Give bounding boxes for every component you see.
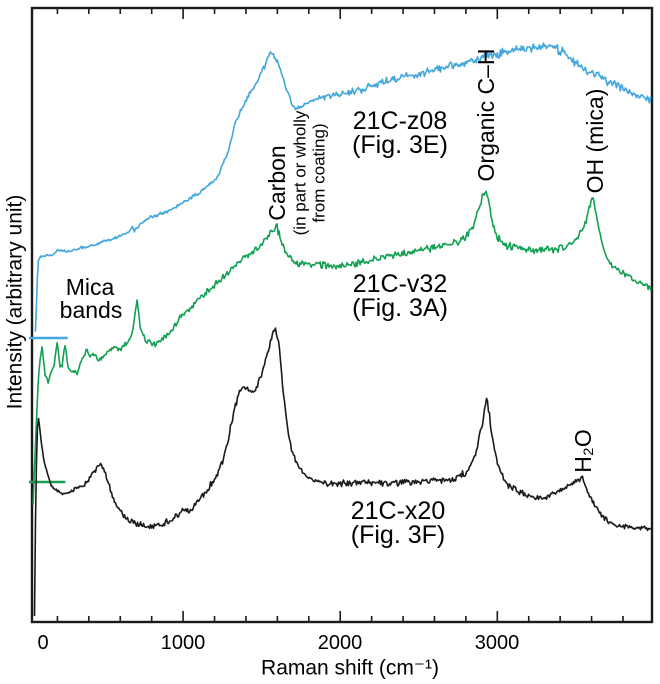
spectrum-curve-21C-v32 xyxy=(32,190,652,505)
annotation-mica-bands-line2: bands xyxy=(60,297,123,323)
spectrum-curve-21C-x20 xyxy=(33,327,654,617)
label-21C-z08-fig: (Fig. 3E) xyxy=(352,131,448,159)
axis-ticks xyxy=(56,8,624,622)
label-21C-z08: 21C-z08 xyxy=(353,107,448,135)
x-axis-title: Raman shift (cm⁻¹) xyxy=(261,657,439,680)
label-21C-v32: 21C-v32 xyxy=(353,270,448,298)
label-21C-v32-fig: (Fig. 3A) xyxy=(352,294,448,322)
annotation-h2o: H₂O xyxy=(570,429,596,472)
annotation-carbon: Carbon xyxy=(264,145,290,220)
label-21C-x20-fig: (Fig. 3F) xyxy=(351,521,445,549)
x-tick-label-3000: 3000 xyxy=(475,632,520,654)
annotation-mica-bands-line1: Mica xyxy=(66,274,115,300)
x-tick-label-0: 0 xyxy=(37,632,48,654)
x-tick-label-2000: 2000 xyxy=(318,632,363,654)
annotation-organic-ch: Organic C–H xyxy=(473,49,499,182)
label-21C-x20: 21C-x20 xyxy=(351,497,446,525)
spectra-curves xyxy=(32,42,654,617)
annotation-oh-mica: OH (mica) xyxy=(582,89,608,194)
spectrum-curve-21C-z08 xyxy=(34,42,652,332)
y-axis-title: Intensity (arbitrary unit) xyxy=(4,195,27,410)
plot-frame xyxy=(30,6,654,624)
x-tick-label-1000: 1000 xyxy=(161,632,206,654)
zero-level-markers xyxy=(29,336,68,484)
annotation-carbon-note-line1: (in part or wholly xyxy=(291,110,310,235)
annotation-carbon-note-line2: from coating) xyxy=(310,123,329,222)
